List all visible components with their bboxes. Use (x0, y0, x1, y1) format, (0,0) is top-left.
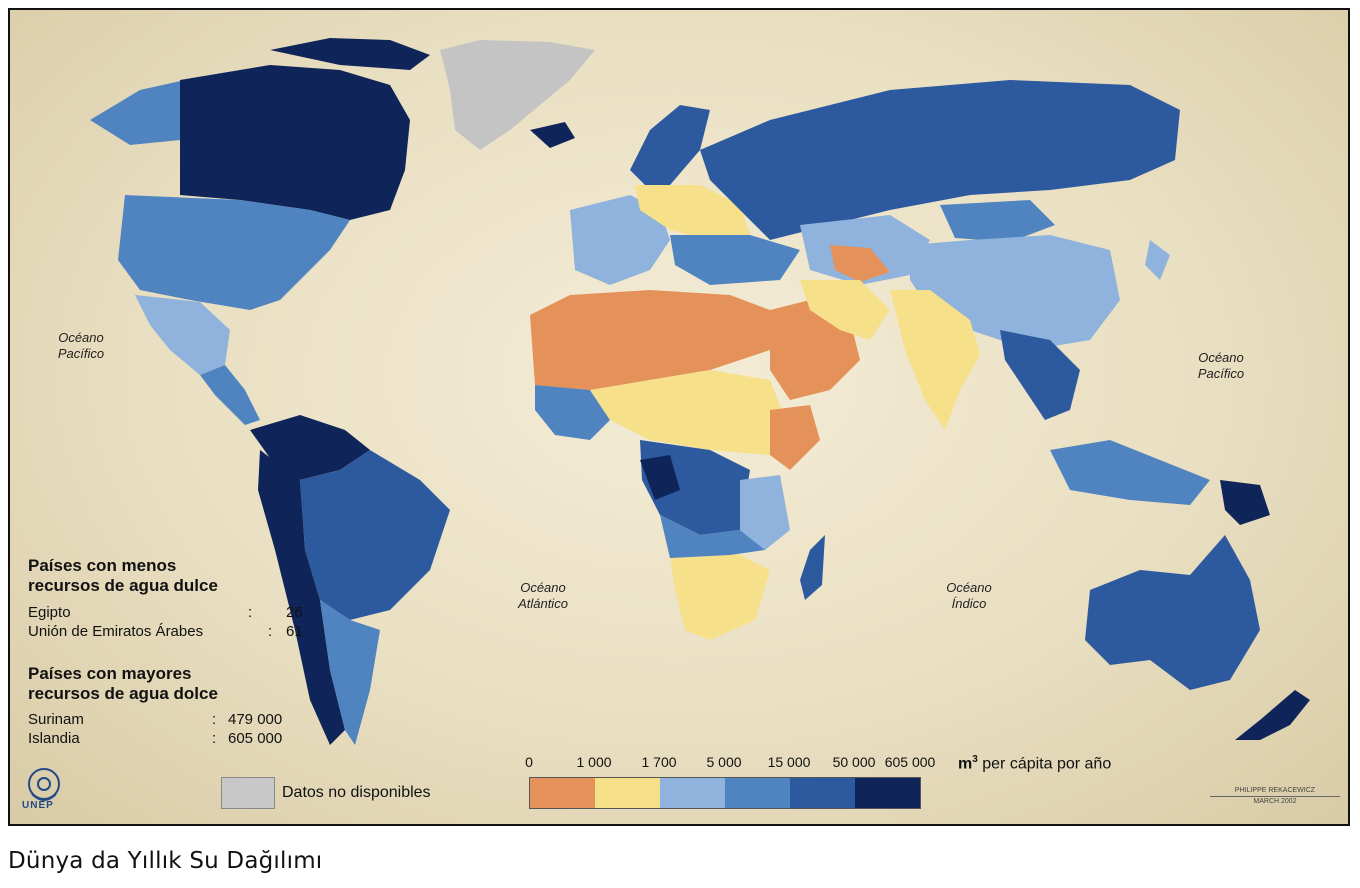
unit-superscript: 3 (972, 754, 978, 765)
world-map-graphic (90, 38, 1310, 745)
greenland-region (440, 40, 595, 150)
no-data-swatch (221, 777, 275, 809)
separator: : (212, 730, 217, 747)
credit-date: MARCH 2002 (1253, 798, 1297, 805)
sahel-region (590, 370, 790, 455)
legend-swatch (660, 778, 725, 808)
ocean-label-line: Índico (951, 596, 987, 611)
papua-region (1220, 480, 1270, 525)
india-region (890, 290, 980, 430)
ocean-label-line: Atlántico (518, 596, 568, 611)
legend-tick: 50 000 (832, 754, 876, 770)
country-name: Islandia (28, 730, 80, 747)
legend-tick: 0 (525, 754, 533, 770)
ocean-label-indian: Océano Índico (924, 580, 1014, 612)
separator: : (248, 604, 253, 621)
canada-region (180, 65, 410, 220)
madagascar-region (800, 535, 825, 600)
russia-region (700, 80, 1180, 240)
ocean-label-line: Océano (58, 330, 104, 345)
unit-description: per cápita por año (977, 755, 1112, 773)
legend-swatch (725, 778, 790, 808)
peru-chile-region (258, 450, 345, 745)
iran-region (800, 280, 890, 340)
least-row-uae: Unión de Emiratos Árabes : 61 (28, 623, 308, 640)
least-resources-title: Países con menos recursos de agua dulce (28, 556, 218, 596)
country-value: 26 (286, 604, 303, 621)
central-europe-region (635, 185, 750, 240)
legend-tick: 15 000 (767, 754, 811, 770)
legend-tick: 1 700 (641, 754, 677, 770)
arctic-islands-region (270, 38, 430, 70)
legend-tick: 1 000 (576, 754, 612, 770)
legend-swatch (855, 778, 920, 808)
unep-logo-text: UNEP (22, 800, 54, 811)
south-america-north-region (250, 415, 370, 480)
country-value: 605 000 (228, 730, 283, 747)
central-america-region (200, 365, 260, 425)
ocean-label-line: Pacífico (57, 346, 105, 361)
most-title-line2: recursos de agua dolce (28, 684, 218, 703)
australia-region (1085, 535, 1260, 690)
argentina-region (320, 600, 380, 745)
country-name: Egipto (28, 604, 71, 621)
mongolia-region (940, 200, 1055, 242)
horn-africa-region (770, 405, 820, 470)
world-water-map: Océano Pacífico Océano Pacífico Océano A… (8, 8, 1350, 826)
ocean-label-line: Océano (520, 580, 566, 595)
legend-swatch (595, 778, 660, 808)
kazakh-arid-region (830, 245, 890, 282)
east-africa-region (740, 475, 790, 550)
gabon-region (640, 455, 680, 500)
legend-color-scale (529, 777, 921, 809)
ocean-label-atlantic: Océano Atlántico (498, 580, 588, 612)
country-value: 61 (286, 623, 303, 640)
ocean-label-line: Pacífico (1197, 366, 1245, 381)
legend-tick: 605 000 (884, 754, 936, 770)
map-credit: PHILIPPE REKACEWICZ MARCH 2002 (1210, 786, 1340, 807)
most-title-line1: Países con mayores (28, 664, 192, 683)
country-value: 479 000 (228, 711, 283, 728)
southeast-asia-region (1000, 330, 1080, 420)
indonesia-region (1050, 440, 1210, 505)
north-africa-region (530, 290, 770, 390)
brazil-region (300, 450, 450, 620)
iceland-region (530, 122, 575, 148)
no-data-label: Datos no disponibles (282, 784, 431, 801)
alaska-region (90, 80, 185, 145)
ocean-label-line: Océano (1198, 350, 1244, 365)
separator: : (212, 711, 217, 728)
figure-caption: Dünya da Yıllık Su Dağılımı (8, 848, 323, 874)
legend-swatch (530, 778, 595, 808)
unep-emblem-icon (28, 768, 60, 801)
country-name: Surinam (28, 711, 84, 728)
most-resources-title: Países con mayores recursos de agua dolc… (28, 664, 218, 704)
least-title-line2: recursos de agua dulce (28, 576, 218, 595)
new-zealand-region (1235, 690, 1310, 740)
legend-tick: 5 000 (706, 754, 742, 770)
legend-unit-label: m3 per cápita por año (958, 754, 1111, 773)
japan-region (1145, 240, 1170, 280)
western-europe-region (570, 195, 670, 285)
least-row-egypt: Egipto : 26 (28, 604, 308, 621)
ocean-label-line: Océano (946, 580, 992, 595)
unit-symbol: m (958, 755, 973, 773)
mexico-region (135, 295, 230, 375)
legend-swatch (790, 778, 855, 808)
most-row-suriname: Surinam : 479 000 (28, 711, 318, 728)
credit-author: PHILIPPE REKACEWICZ (1210, 786, 1340, 797)
southern-africa-region (670, 550, 770, 640)
separator: : (268, 623, 273, 640)
usa-region (118, 195, 350, 310)
west-africa-region (535, 385, 610, 440)
scandinavia-region (630, 105, 710, 190)
eastern-europe-region (670, 235, 800, 285)
ocean-label-pacific-west: Océano Pacífico (36, 330, 126, 362)
least-title-line1: Países con menos (28, 556, 177, 575)
most-row-iceland: Islandia : 605 000 (28, 730, 318, 747)
country-name: Unión de Emiratos Árabes (28, 623, 204, 640)
ocean-label-pacific-east: Océano Pacífico (1176, 350, 1266, 382)
angola-zambia-region (660, 515, 765, 558)
